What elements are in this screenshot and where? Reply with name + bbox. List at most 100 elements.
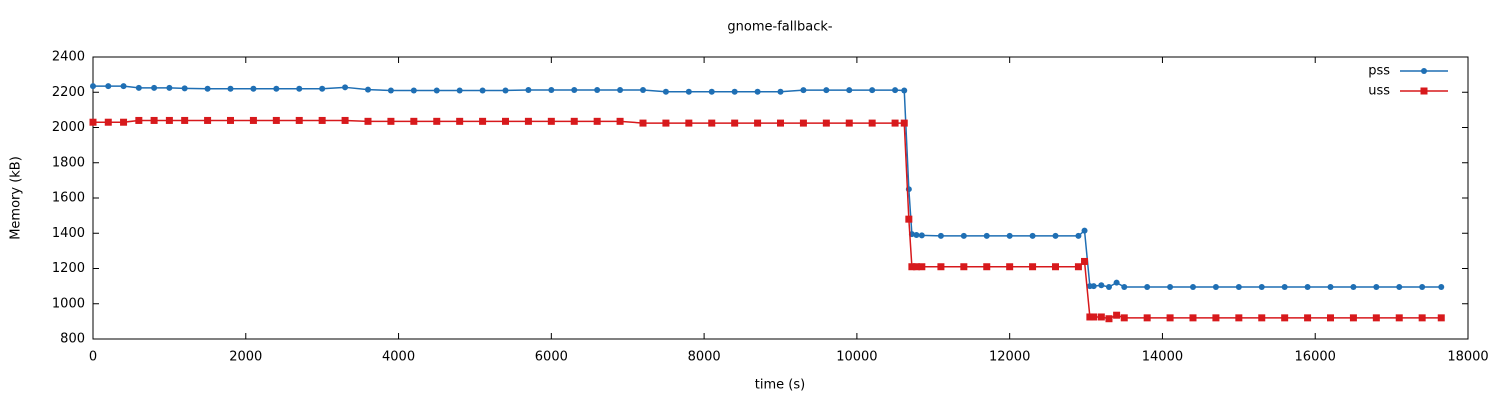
data-point — [639, 119, 647, 127]
data-point — [937, 263, 945, 271]
data-point — [731, 88, 738, 95]
data-point — [777, 88, 784, 95]
data-point — [524, 117, 532, 125]
x-tick-label: 18000 — [1447, 350, 1488, 365]
data-point — [983, 232, 990, 239]
data-point — [433, 87, 440, 94]
data-point — [1373, 284, 1380, 291]
data-point — [1097, 313, 1105, 321]
x-tick-label: 10000 — [836, 350, 877, 365]
data-point — [1212, 284, 1219, 291]
y-axis-label: Memory (kB) — [9, 156, 24, 240]
data-point — [272, 116, 280, 124]
legend-marker — [1420, 87, 1428, 95]
data-point — [731, 119, 739, 127]
series-line — [93, 85, 1442, 288]
x-tick-label: 6000 — [535, 350, 568, 365]
data-point — [1372, 314, 1380, 322]
data-point — [845, 119, 853, 127]
data-point — [365, 86, 371, 93]
legend-label: pss — [1368, 64, 1390, 79]
data-point — [1081, 257, 1089, 265]
data-point — [1189, 314, 1197, 322]
legend-marker — [1421, 68, 1427, 74]
data-point — [960, 232, 967, 239]
data-point — [593, 117, 601, 125]
data-point — [1143, 314, 1151, 322]
data-point — [165, 116, 173, 124]
data-point — [410, 87, 417, 94]
data-point — [89, 118, 97, 126]
data-point — [900, 119, 908, 127]
data-point — [1235, 314, 1243, 322]
chart-title: gnome-fallback- — [727, 20, 832, 35]
data-point — [1395, 314, 1403, 322]
y-tick-label: 1400 — [52, 226, 85, 241]
data-point — [754, 119, 762, 127]
data-point — [754, 88, 761, 95]
data-point — [456, 87, 463, 94]
y-tick-label: 1800 — [52, 155, 85, 170]
data-point — [846, 87, 853, 94]
x-tick-label: 4000 — [382, 350, 415, 365]
data-point — [662, 88, 669, 95]
data-point — [708, 119, 716, 127]
x-tick-label: 8000 — [688, 350, 721, 365]
data-point — [1081, 227, 1088, 234]
data-point — [1304, 284, 1311, 291]
data-point — [319, 85, 326, 92]
data-point — [295, 116, 303, 124]
data-point — [617, 86, 624, 93]
data-point — [901, 87, 908, 94]
data-point — [1052, 232, 1059, 239]
y-tick-label: 2400 — [52, 50, 85, 65]
x-tick-label: 2000 — [229, 350, 262, 365]
data-point — [1098, 282, 1105, 289]
data-point — [1074, 263, 1082, 271]
data-point — [1212, 314, 1220, 322]
data-point — [937, 232, 944, 239]
data-point — [1120, 314, 1128, 322]
data-point — [912, 263, 920, 271]
data-point — [1419, 284, 1426, 291]
data-point — [227, 85, 234, 92]
data-point — [410, 117, 418, 125]
data-point — [1006, 232, 1013, 239]
data-point — [1075, 232, 1082, 239]
data-point — [1437, 314, 1445, 322]
data-point — [204, 85, 211, 92]
data-point — [479, 117, 487, 125]
data-point — [918, 232, 925, 239]
data-point — [823, 87, 830, 94]
data-point — [1006, 263, 1014, 271]
data-point — [868, 119, 876, 127]
data-point — [1281, 314, 1289, 322]
data-point — [1105, 315, 1113, 323]
data-point — [1144, 284, 1151, 291]
data-point — [913, 232, 920, 239]
data-point — [341, 116, 349, 124]
y-tick-label: 2000 — [52, 120, 85, 135]
data-point — [166, 84, 173, 91]
y-tick-label: 800 — [60, 332, 85, 347]
data-point — [104, 118, 112, 126]
data-point — [181, 116, 189, 124]
data-point — [1304, 314, 1312, 322]
data-point — [662, 119, 670, 127]
data-point — [387, 117, 395, 125]
data-point — [685, 88, 692, 95]
data-point — [1327, 284, 1334, 291]
data-point — [777, 119, 784, 127]
data-point — [1235, 284, 1242, 291]
y-tick-label: 1000 — [52, 296, 85, 311]
data-point — [433, 117, 441, 125]
data-point — [918, 263, 926, 271]
data-point — [204, 116, 212, 124]
data-point — [250, 85, 257, 92]
data-point — [456, 117, 464, 125]
x-tick-label: 0 — [89, 350, 97, 365]
data-point — [594, 86, 601, 93]
data-point — [822, 119, 830, 127]
plot-frame — [92, 56, 1469, 340]
